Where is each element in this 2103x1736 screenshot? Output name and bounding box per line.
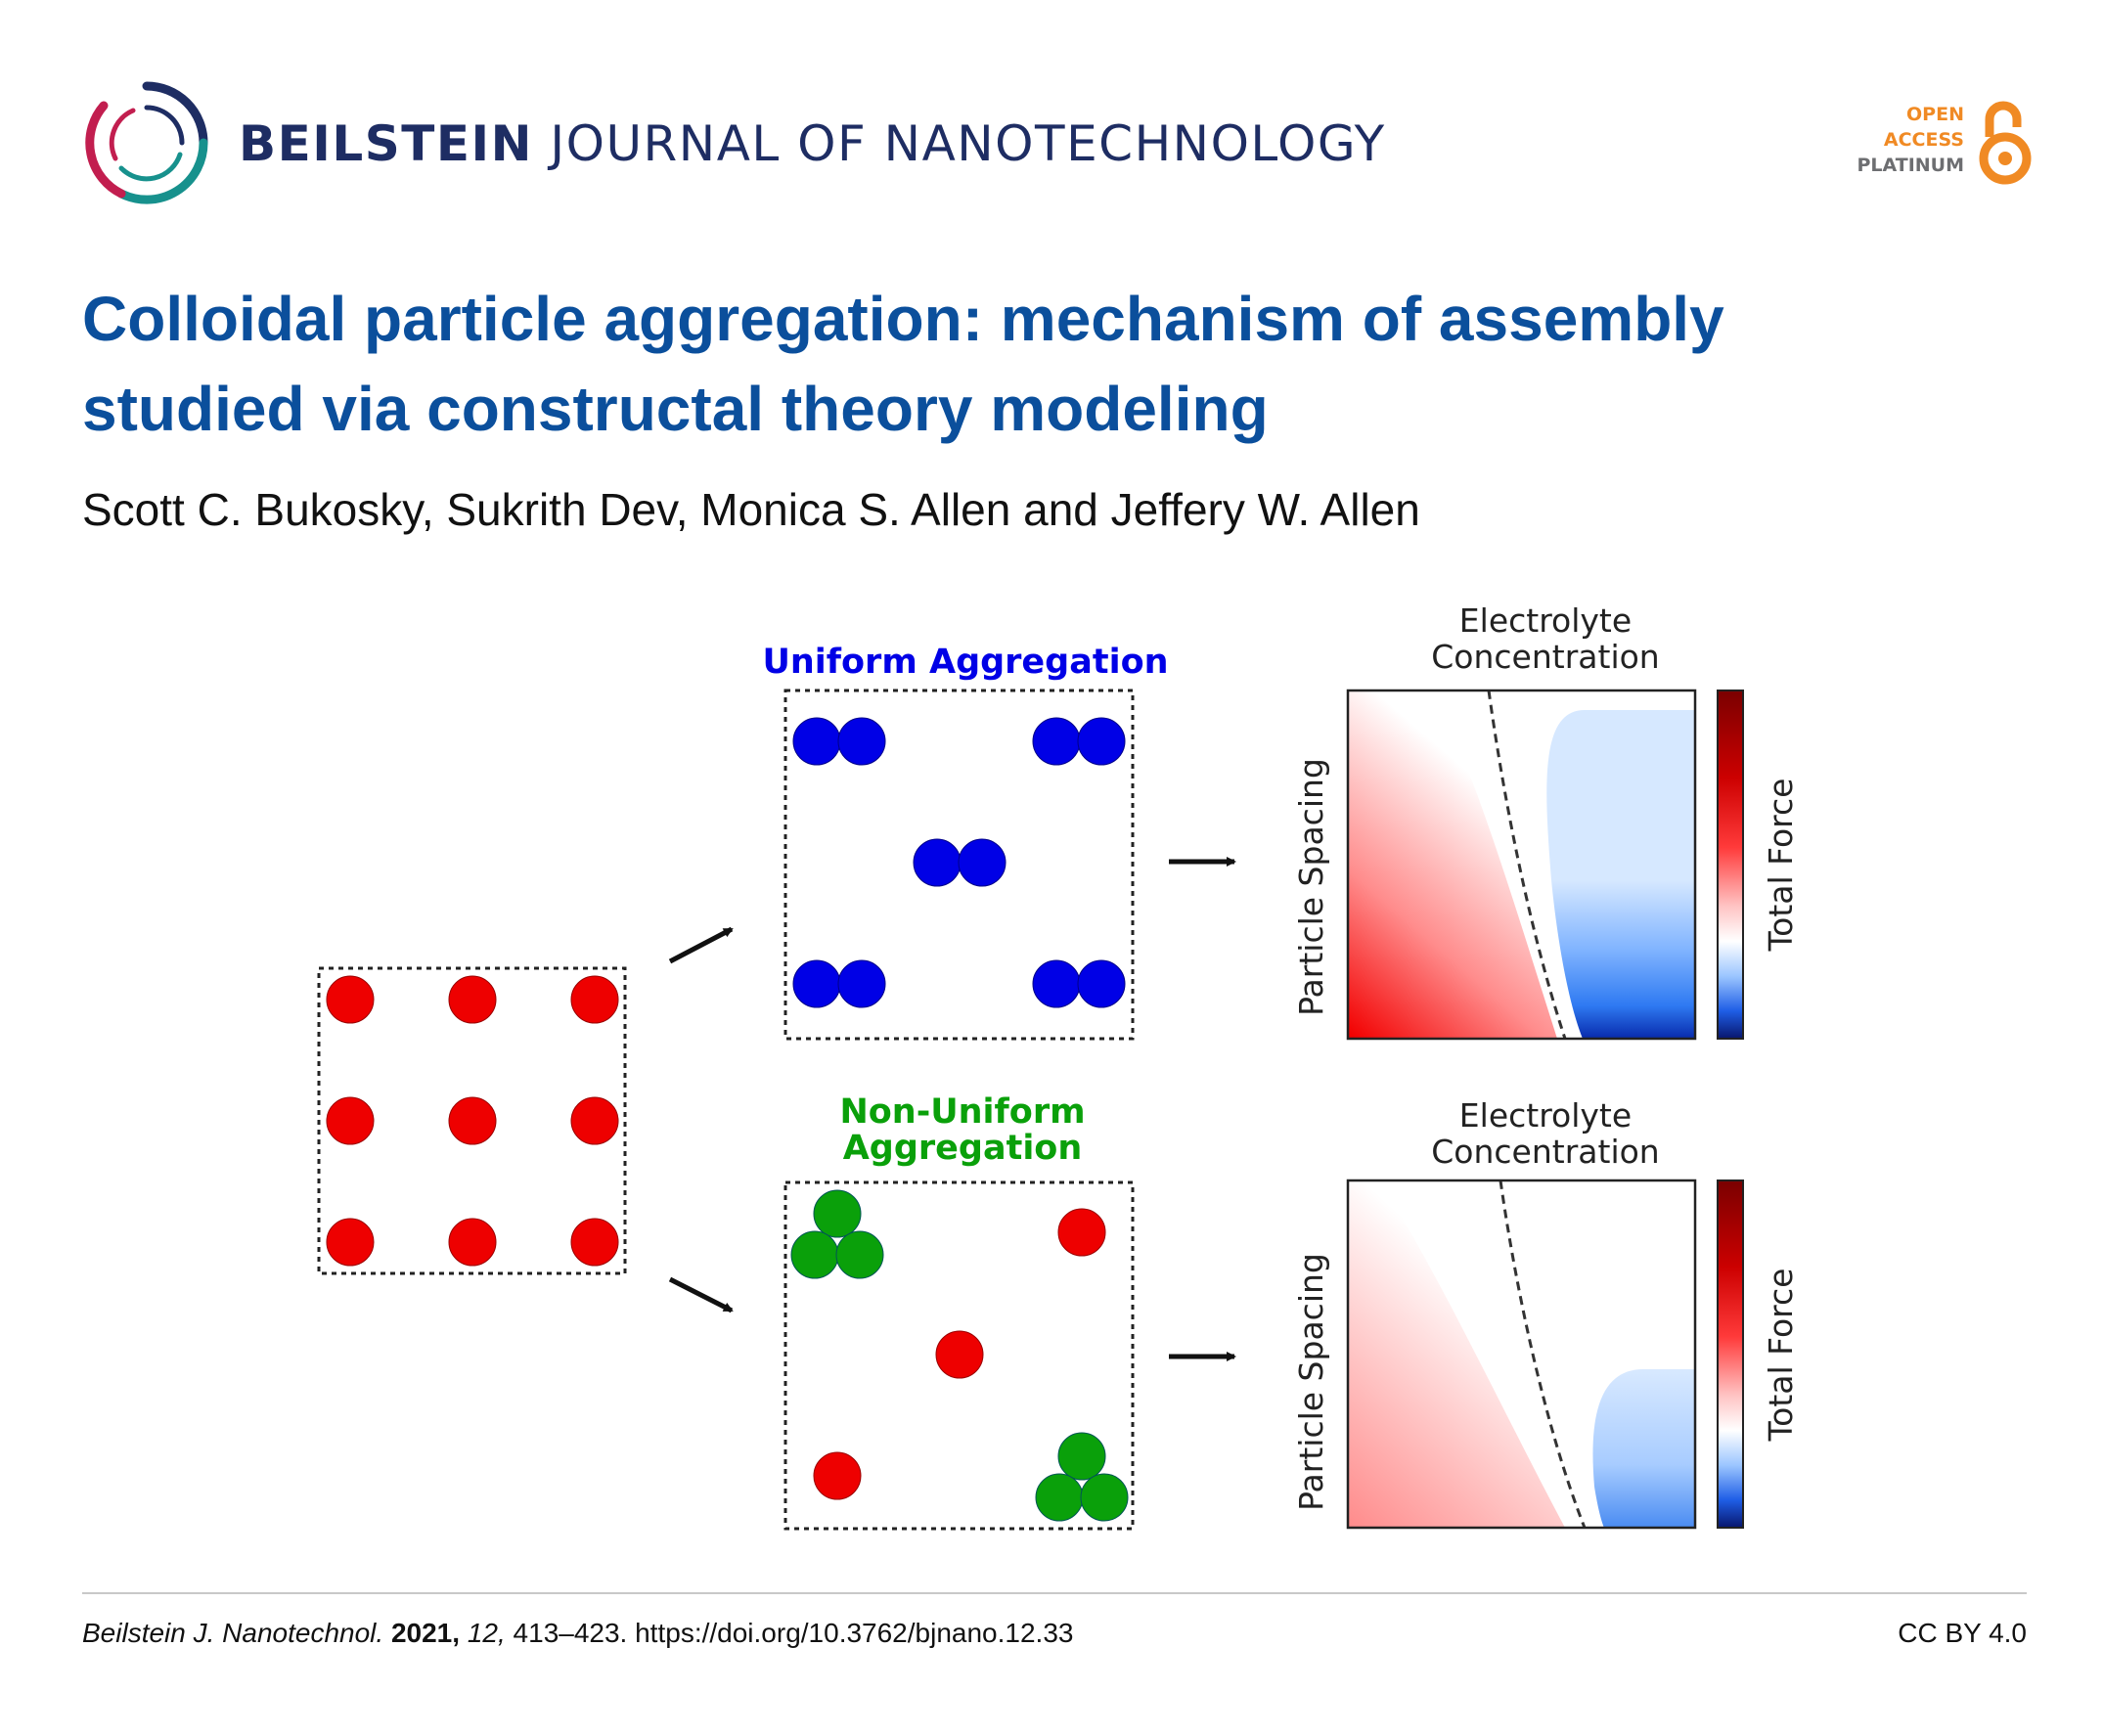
red-particle <box>813 1451 862 1500</box>
nonuniform-aggregation-box <box>783 1180 1135 1531</box>
blue-particle <box>792 959 841 1008</box>
green-particle <box>1035 1473 1084 1522</box>
citation-journal: Beilstein J. Nanotechnol. <box>82 1618 384 1648</box>
colorbar-bottom <box>1717 1180 1744 1529</box>
force-plot-bottom: Electrolyte Concentration Particle Spaci… <box>1292 1096 1800 1530</box>
repulsive-region-top <box>1546 710 1695 1039</box>
red-particle <box>448 1218 497 1267</box>
blue-particle <box>837 717 886 766</box>
red-particle <box>326 1218 375 1267</box>
nonuniform-label-line1: Non-Uniform <box>839 1092 1085 1132</box>
graphical-abstract: Uniform Aggregation Non-Uniform Aggregat… <box>317 601 1800 1531</box>
arrow-to-nonuniform <box>668 1276 734 1313</box>
citation-volume: 12, <box>467 1618 506 1648</box>
blue-particle <box>1077 959 1126 1008</box>
colorbar-top <box>1717 690 1744 1040</box>
blue-particle <box>1077 717 1126 766</box>
journal-name-rest: JOURNAL OF NANOTECHNOLOGY <box>550 115 1386 172</box>
initial-particle-grid <box>317 966 627 1275</box>
open-lock-icon <box>1979 101 2032 185</box>
uniform-label: Uniform Aggregation <box>762 643 1168 682</box>
plot-top-ylabel: Particle Spacing <box>1292 758 1330 1016</box>
red-particle <box>448 975 497 1024</box>
red-particle <box>1057 1208 1106 1257</box>
footer-divider <box>82 1592 2027 1594</box>
repulsive-region-bottom <box>1592 1369 1695 1528</box>
red-particle <box>326 975 375 1024</box>
citation: Beilstein J. Nanotechnol. 2021, 12, 413–… <box>82 1618 1073 1649</box>
badge-open: OPEN <box>1906 104 1964 125</box>
badge-platinum: PLATINUM <box>1857 155 1964 176</box>
citation-year: 2021, <box>390 1618 461 1648</box>
blue-particle <box>1032 717 1081 766</box>
zero-force-contour-top <box>1487 690 1567 1040</box>
attractive-region-bottom <box>1348 1180 1565 1528</box>
green-particle <box>835 1230 884 1279</box>
green-particle <box>813 1189 862 1238</box>
red-particle <box>326 1096 375 1145</box>
uniform-aggregation-box <box>783 689 1135 1041</box>
blue-particle <box>792 717 841 766</box>
green-particle <box>1057 1432 1106 1481</box>
red-particle <box>448 1096 497 1145</box>
blue-particle <box>1032 959 1081 1008</box>
journal-logo <box>85 81 208 204</box>
citation-doi-link[interactable]: 413–423. https://doi.org/10.3762/bjnano.… <box>513 1618 1074 1648</box>
colorbar-bottom-label: Total Force <box>1762 1269 1800 1443</box>
colorbar-top-label: Total Force <box>1762 779 1800 953</box>
plot-bottom-title-line2: Concentration <box>1431 1133 1659 1171</box>
green-particle <box>790 1230 839 1279</box>
green-particle <box>1080 1473 1129 1522</box>
red-particle <box>570 975 619 1024</box>
article-authors: Scott C. Bukosky, Sukrith Dev, Monica S.… <box>82 484 1420 535</box>
open-access-badge: OPEN ACCESS PLATINUM <box>1810 101 2035 190</box>
plot-bottom-title-line1: Electrolyte <box>1459 1096 1632 1135</box>
journal-name-bold: BEILSTEIN <box>239 115 533 172</box>
blue-particle <box>913 838 962 887</box>
blue-particle <box>958 838 1007 887</box>
arrow-to-uniform <box>668 926 734 964</box>
license: CC BY 4.0 <box>1898 1618 2027 1648</box>
plot-bottom-ylabel: Particle Spacing <box>1292 1253 1330 1511</box>
force-plot-top: Electrolyte Concentration Particle Spaci… <box>1292 601 1800 1041</box>
plot-top-title-line2: Concentration <box>1431 638 1659 676</box>
blue-particle <box>837 959 886 1008</box>
attractive-region-top <box>1348 690 1557 1039</box>
badge-access: ACCESS <box>1883 129 1964 151</box>
article-title: Colloidal particle aggregation: mechanis… <box>82 284 1724 444</box>
plot-top-title-line1: Electrolyte <box>1459 601 1632 640</box>
red-particle <box>570 1218 619 1267</box>
red-particle <box>935 1330 984 1379</box>
nonuniform-label-line2: Aggregation <box>843 1129 1083 1168</box>
zero-force-contour-bottom <box>1499 1180 1587 1529</box>
journal-name: BEILSTEIN JOURNAL OF NANOTECHNOLOGY <box>239 115 1386 172</box>
red-particle <box>570 1096 619 1145</box>
